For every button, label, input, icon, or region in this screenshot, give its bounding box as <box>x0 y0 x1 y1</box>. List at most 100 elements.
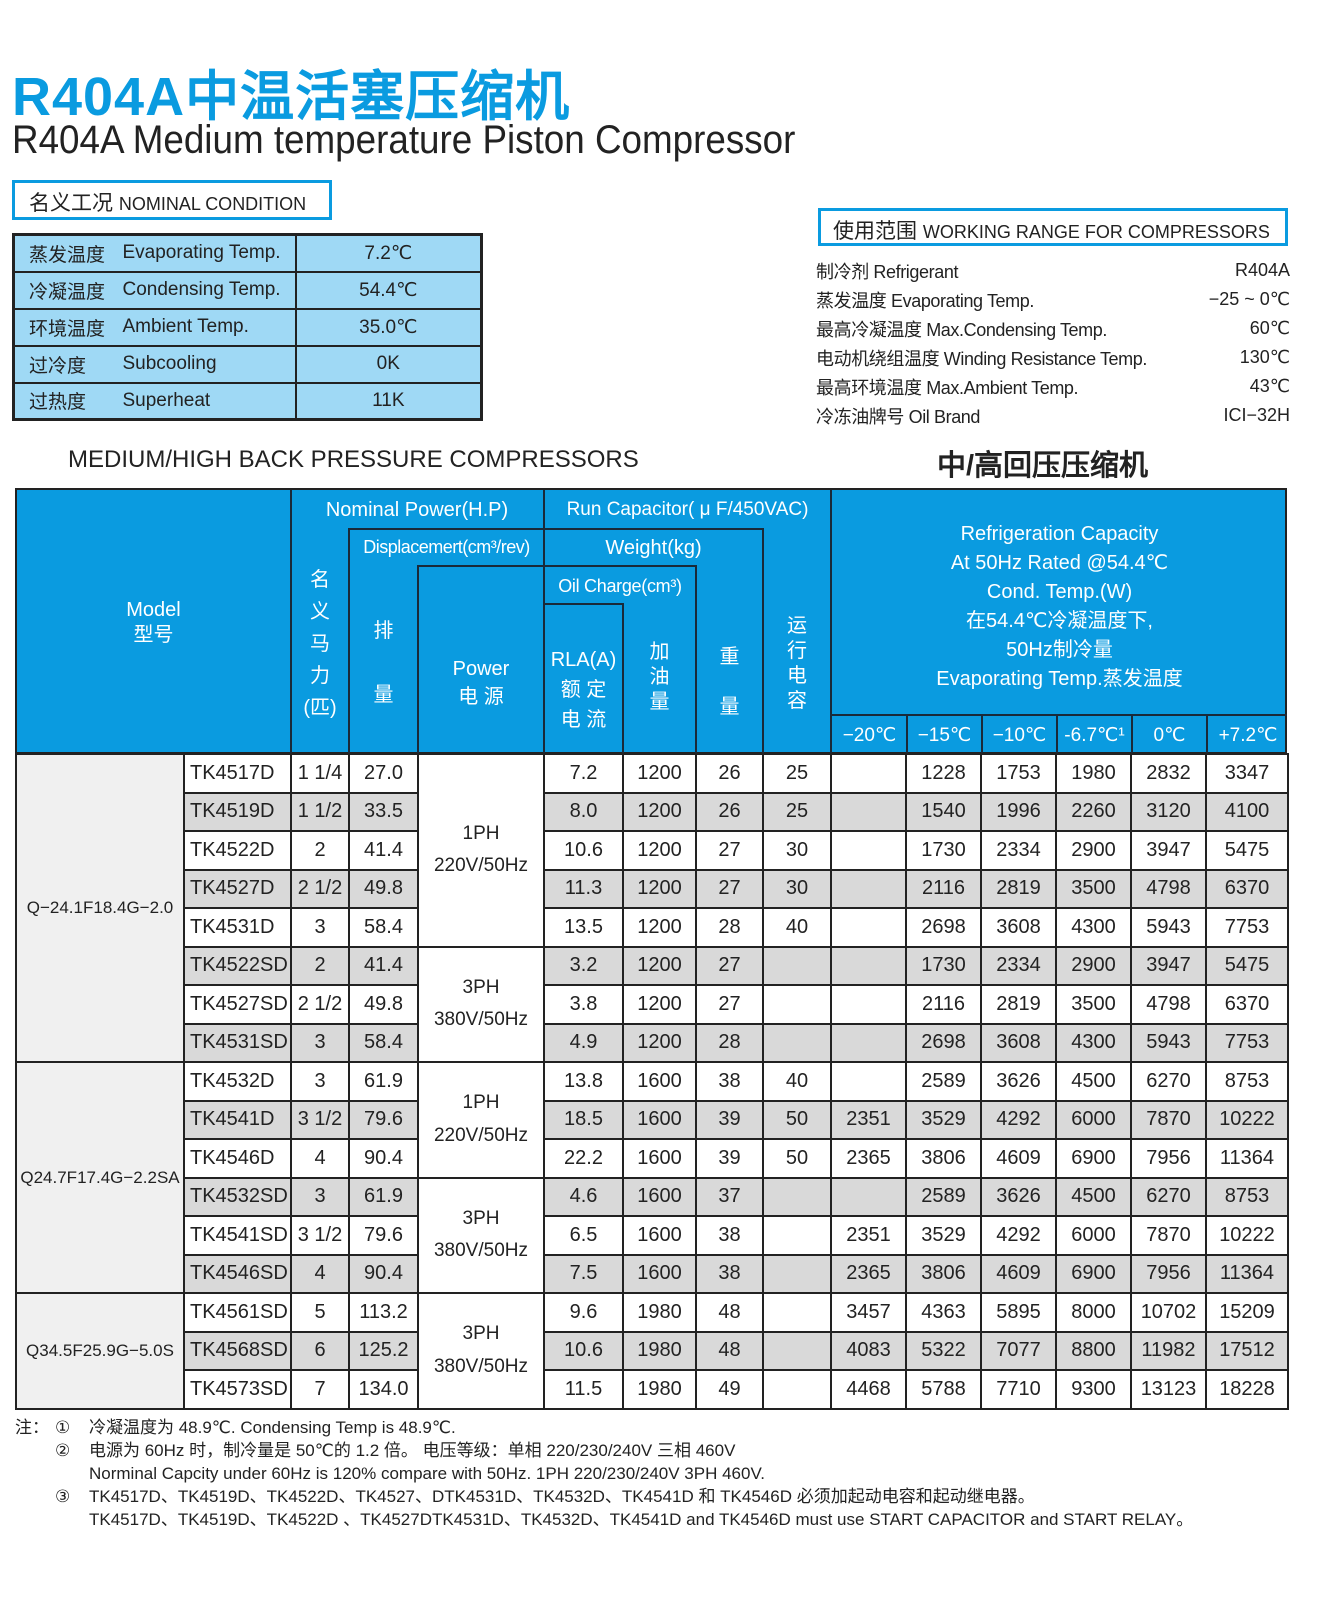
cap-m20-cell <box>830 945 907 986</box>
horsepower-cell: 4 <box>290 1253 350 1294</box>
cap-m15-cell: 2698 <box>905 907 982 948</box>
cap-m20-cell: 2351 <box>830 1215 907 1256</box>
weight-cell: 48 <box>695 1330 764 1371</box>
cap-m15-cell: 2589 <box>905 1176 982 1217</box>
cap-m6-7-cell: 2900 <box>1055 830 1132 871</box>
section-title-cn: 中/高回压压缩机 <box>937 450 1149 482</box>
horsepower-cell: 3 <box>290 907 350 948</box>
working-range-list: 制冷剂 Refrigerant R404A 蒸发温度 Evaporating Tem… <box>816 256 1290 430</box>
nominal-row: 过冷度 Subcooling 0K <box>12 344 483 384</box>
cap-m10-cell: 2334 <box>980 830 1057 871</box>
nominal-row: 蒸发温度 Evaporating Temp. 7.2℃ <box>12 233 483 273</box>
working-range-header: 使用范围 WORKING RANGE FOR COMPRESSORS <box>818 208 1288 246</box>
model-group: Q34.5F25.9G−5.0S <box>15 1292 185 1410</box>
page-title-en: R404A Medium temperature Piston Compress… <box>12 118 796 162</box>
cap-p7-2-cell: 10222 <box>1205 1099 1289 1140</box>
header-weight: Weight(kg) <box>605 537 702 559</box>
nominal-condition-header: 名义工况 NOMINAL CONDITION <box>12 180 332 220</box>
horsepower-cell: 7 <box>290 1369 350 1410</box>
cap-0-cell: 10702 <box>1130 1292 1207 1333</box>
cap-m6-7-cell: 6900 <box>1055 1253 1132 1294</box>
nominal-value: 11K <box>294 381 483 421</box>
oil-charge-cell: 1980 <box>622 1292 697 1333</box>
range-value: ICI−32H <box>1223 405 1290 425</box>
cap-0-cell: 4798 <box>1130 984 1207 1025</box>
cap-m20-cell <box>830 1022 907 1063</box>
nominal-label-cn: 过热度 <box>12 381 123 421</box>
header-temp: +7.2℃ <box>1218 725 1278 746</box>
compressor-table: Q−24.1F18.4G−2.0 TK4517D 1 1/4 27.0 1PH 220V… <box>15 753 1289 1410</box>
rla-cell: 13.8 <box>543 1061 624 1102</box>
run-capacitor-cell: 30 <box>762 830 832 871</box>
weight-cell: 38 <box>695 1253 764 1294</box>
table-row: TK4519D 1 1/2 33.5 8.0 1200 26 25 1540 1996 2260 3… <box>16 791 1289 832</box>
cap-m6-7-cell: 4300 <box>1055 1022 1132 1063</box>
cap-m15-cell: 3806 <box>905 1138 982 1179</box>
cap-m15-cell: 5322 <box>905 1330 982 1371</box>
cap-m20-cell <box>830 753 907 794</box>
oil-charge-cell: 1600 <box>622 1061 697 1102</box>
model-cell: TK4519D <box>183 791 292 832</box>
header-hp-cn: 名 义 马 力 (匹) <box>303 569 337 719</box>
displacement-cell: 58.4 <box>348 1022 419 1063</box>
cap-0-cell: 4798 <box>1130 868 1207 909</box>
cap-0-cell: 7956 <box>1130 1253 1207 1294</box>
oil-charge-cell: 1600 <box>622 1253 697 1294</box>
cap-p7-2-cell: 18228 <box>1205 1369 1289 1410</box>
note-prefix: 注： <box>15 1418 49 1437</box>
cap-m20-cell: 2351 <box>830 1099 907 1140</box>
rla-cell: 22.2 <box>543 1138 624 1179</box>
rla-cell: 7.5 <box>543 1253 624 1294</box>
range-label: 制冷剂 Refrigerant <box>816 261 959 282</box>
horsepower-cell: 2 1/2 <box>290 984 350 1025</box>
displacement-cell: 27.0 <box>348 753 419 794</box>
rla-cell: 7.2 <box>543 753 624 794</box>
cap-p7-2-cell: 8753 <box>1205 1061 1289 1102</box>
note-line: 注： ① 冷凝温度为 48.9℃. Condensing Temp is 48.9℃… <box>15 1416 1315 1439</box>
header-disp-cn: 排 量 <box>373 620 394 706</box>
model-cell: TK4517D <box>183 753 292 794</box>
nominal-header-cn: 名义工况 <box>29 192 113 215</box>
cap-m6-7-cell: 6900 <box>1055 1138 1132 1179</box>
rla-cell: 11.3 <box>543 868 624 909</box>
cap-m6-7-cell: 6000 <box>1055 1215 1132 1256</box>
range-label: 蒸发温度 Evaporating Temp. <box>816 290 1034 311</box>
cap-m20-cell: 2365 <box>830 1138 907 1179</box>
cap-m10-cell: 2819 <box>980 984 1057 1025</box>
cap-m10-cell: 3608 <box>980 907 1057 948</box>
oil-charge-cell: 1200 <box>622 984 697 1025</box>
cap-m15-cell: 3529 <box>905 1099 982 1140</box>
header-power: Power 电 源 <box>452 658 510 708</box>
cap-m6-7-cell: 3500 <box>1055 984 1132 1025</box>
nominal-header-en: NOMINAL CONDITION <box>118 194 307 214</box>
cap-m20-cell <box>830 791 907 832</box>
cap-m6-7-cell: 8000 <box>1055 1292 1132 1333</box>
range-header-en: WORKING RANGE FOR COMPRESSORS <box>922 222 1270 242</box>
cap-0-cell: 7870 <box>1130 1215 1207 1256</box>
weight-cell: 37 <box>695 1176 764 1217</box>
header-temp: −20℃ <box>842 725 897 746</box>
displacement-cell: 79.6 <box>348 1215 419 1256</box>
cap-m6-7-cell: 4300 <box>1055 907 1132 948</box>
horsepower-cell: 1 1/4 <box>290 753 350 794</box>
range-value: 60℃ <box>1249 318 1290 338</box>
displacement-cell: 125.2 <box>348 1330 419 1371</box>
displacement-cell: 134.0 <box>348 1369 419 1410</box>
nominal-label-en: Ambient Temp. <box>122 307 297 347</box>
table-row: TK4522SD 2 41.4 3PH 380V/50Hz 3.2 1200 27 1730 2… <box>16 945 1289 1063</box>
table-row: TK4573SD 7 134.0 11.5 1980 49 4468 5788 7710 9300… <box>16 1369 1289 1410</box>
cap-0-cell: 13123 <box>1130 1369 1207 1410</box>
oil-charge-cell: 1980 <box>622 1369 697 1410</box>
cap-m10-cell: 7077 <box>980 1330 1057 1371</box>
cap-m15-cell: 5788 <box>905 1369 982 1410</box>
cap-0-cell: 3947 <box>1130 945 1207 986</box>
cap-m6-7-cell: 4500 <box>1055 1176 1132 1217</box>
weight-cell: 48 <box>695 1292 764 1333</box>
cap-p7-2-cell: 4100 <box>1205 791 1289 832</box>
rla-cell: 11.5 <box>543 1369 624 1410</box>
nominal-label-en: Evaporating Temp. <box>122 233 297 273</box>
cap-0-cell: 6270 <box>1130 1061 1207 1102</box>
cap-m10-cell: 5895 <box>980 1292 1057 1333</box>
model-cell: TK4532SD <box>183 1176 292 1217</box>
cap-p7-2-cell: 3347 <box>1205 753 1289 794</box>
